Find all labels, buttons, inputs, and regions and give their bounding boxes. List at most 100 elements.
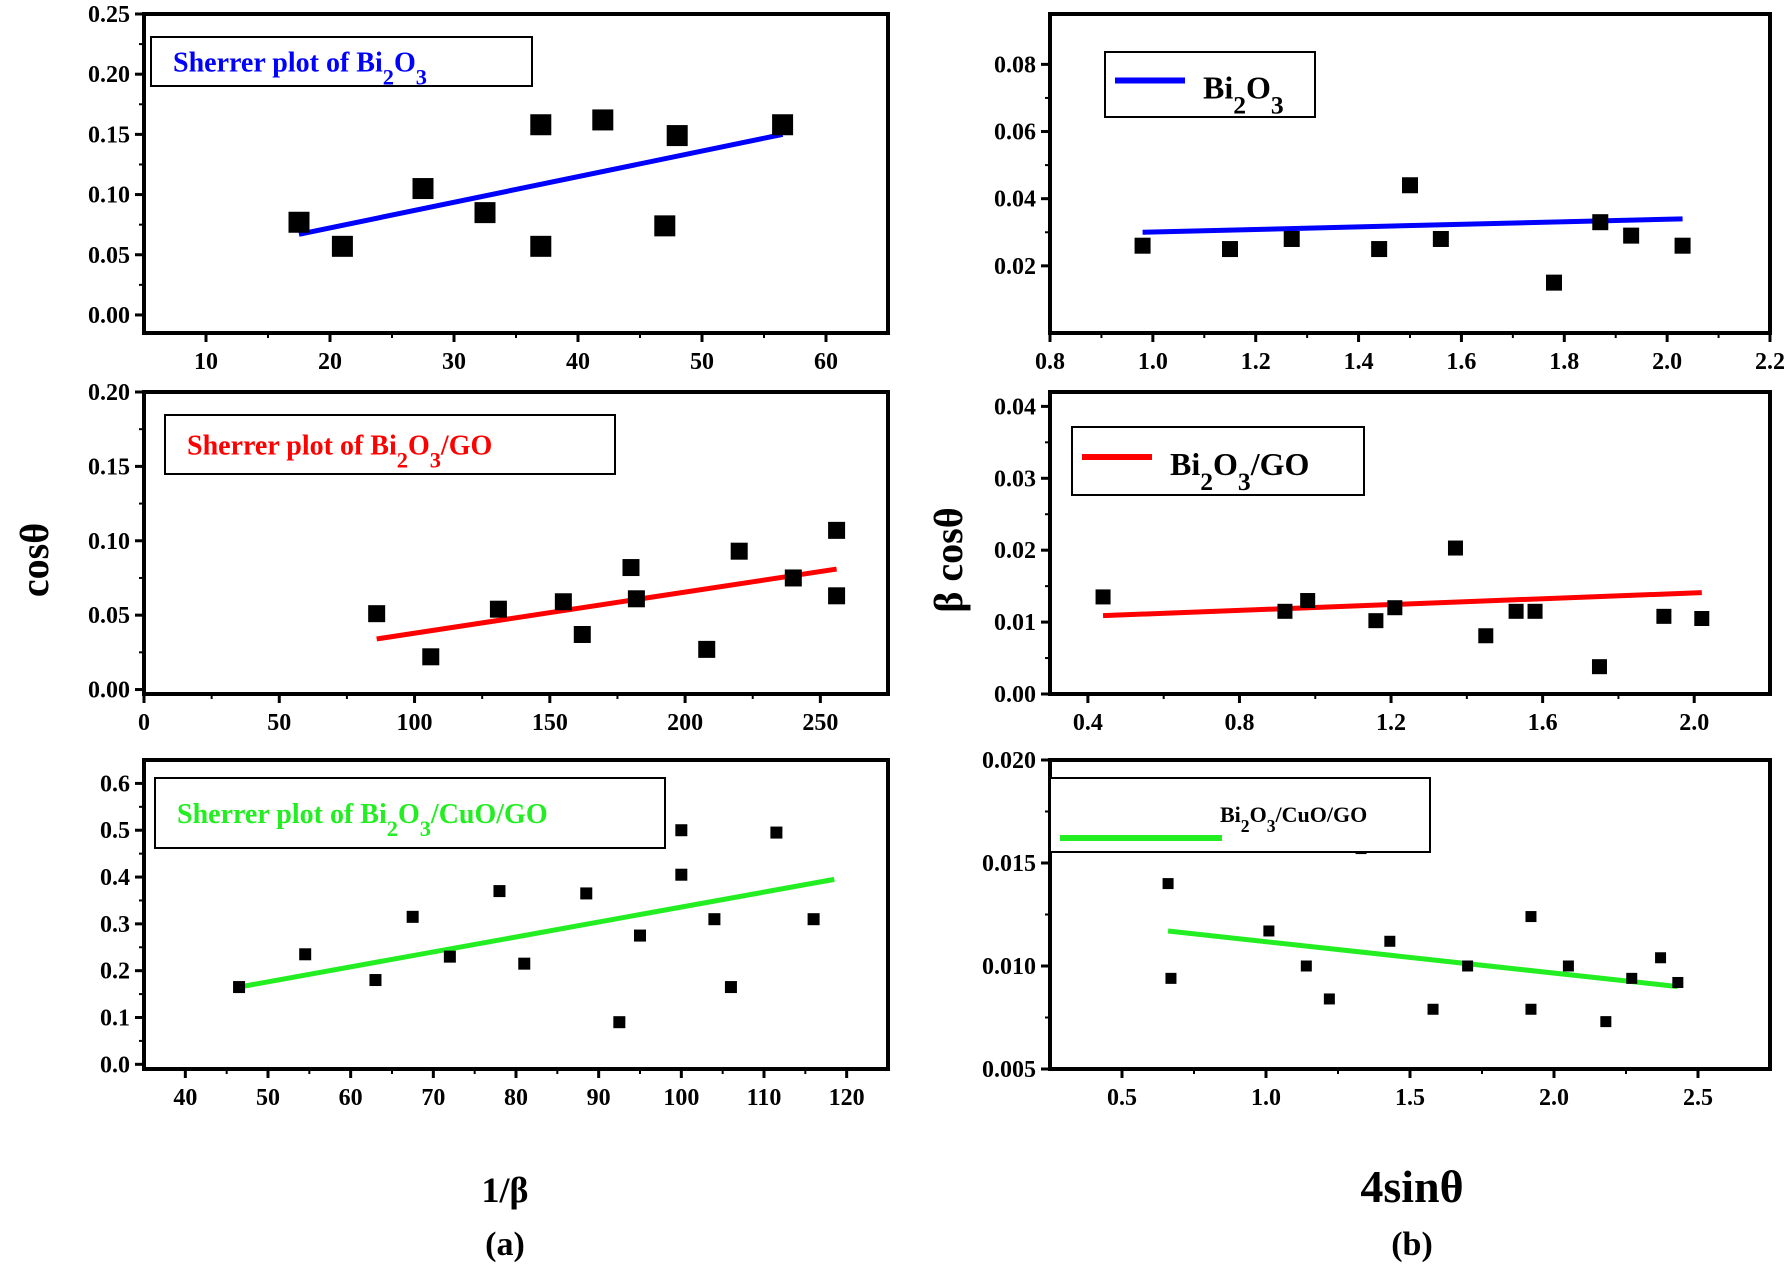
chart-a3: 0.0 0.1 0.2 0.3 0.4 0.5 0.6 40 50 60 70 80 90 100 110 1… [100, 758, 890, 1111]
x-tick-label: 120 [829, 1085, 865, 1111]
y-tick-label: 0.4 [100, 865, 130, 891]
x-tick-label: 20 [318, 349, 342, 375]
legend-box [164, 414, 616, 475]
legend-label: Bi2O3 [1203, 70, 1284, 120]
data-point [573, 625, 591, 643]
plot-frame [142, 390, 890, 696]
legend: Sherrer plot of Bi2O3 [150, 36, 533, 89]
x-tick-label: 2.5 [1683, 1085, 1713, 1111]
data-point [1371, 241, 1388, 258]
data-point [489, 600, 507, 618]
data-point [675, 824, 688, 837]
data-point [627, 590, 645, 608]
data-point [331, 235, 353, 257]
y-tick-label: 0.15 [88, 454, 130, 480]
data-point [299, 948, 312, 961]
data-point [1672, 976, 1684, 988]
data-point [1674, 237, 1691, 254]
data-point [828, 521, 846, 539]
data-point [724, 981, 737, 994]
data-point [1165, 972, 1177, 984]
x-tick-label: 1.2 [1241, 349, 1271, 375]
y-tick-label: 0.5 [100, 818, 130, 844]
panel-label-a: (a) [485, 1226, 525, 1263]
data-point [730, 542, 748, 560]
data-point [1384, 935, 1396, 947]
fit-line [1167, 928, 1679, 990]
data-point [770, 826, 783, 839]
data-point [1626, 972, 1638, 984]
data-point [784, 569, 802, 587]
x-tick-label: 50 [690, 349, 714, 375]
data-point [530, 235, 552, 257]
y-tick-label: 0.6 [100, 771, 130, 797]
y-axis-label-right: β cosθ [926, 507, 971, 612]
data-point [1525, 1003, 1537, 1015]
legend-label: Bi2O3/CuO/GO [1220, 802, 1367, 836]
x-tick-label: 110 [747, 1085, 782, 1111]
data-point [518, 957, 531, 970]
data-point [828, 587, 846, 605]
x-tick-label: 30 [442, 349, 466, 375]
x-tick-label: 1.6 [1446, 349, 1476, 375]
x-tick-label: 0 [138, 710, 150, 736]
data-point [1432, 230, 1449, 247]
y-tick-label: 0.25 [88, 2, 130, 28]
x-tick-label: 2.2 [1755, 349, 1785, 375]
x-tick-label: 200 [667, 710, 703, 736]
data-point [580, 887, 593, 900]
data-point [1402, 177, 1418, 194]
x-tick-label: 70 [421, 1085, 445, 1111]
data-point [1277, 603, 1293, 619]
legend-label: Sherrer plot of Bi2O3/CuO/GO [177, 799, 548, 841]
data-point [1323, 993, 1335, 1005]
y-tick-label: 0.3 [100, 912, 130, 938]
legend-box [1104, 51, 1316, 118]
data-point [443, 950, 456, 963]
data-point [1562, 960, 1574, 972]
x-tick-label: 2.0 [1652, 349, 1682, 375]
x-tick-label: 100 [663, 1085, 699, 1111]
legend: Sherrer plot of Bi2O3/GO [164, 414, 616, 475]
y-tick-label: 0.02 [994, 254, 1036, 280]
y-tick-label: 0.03 [994, 466, 1036, 492]
x-tick-label: 0.8 [1035, 349, 1065, 375]
y-tick-label: 0.0 [100, 1052, 130, 1078]
x-tick-label: 1.5 [1395, 1085, 1425, 1111]
data-point [1263, 925, 1275, 937]
y-tick-label: 0.05 [88, 603, 130, 629]
x-tick-label: 0.8 [1224, 710, 1254, 736]
data-point [807, 913, 820, 926]
data-point [1527, 603, 1543, 619]
data-point [1387, 600, 1403, 616]
y-tick-label: 0.20 [88, 62, 130, 88]
data-point [1591, 659, 1607, 675]
data-point [1095, 589, 1111, 605]
legend: Bi2O3/CuO/GO [1049, 777, 1431, 853]
x-tick-label: 1.2 [1376, 710, 1406, 736]
chart-a1: 0.00 0.05 0.10 0.15 0.20 0.25 10 20 30 40 50 60 Sher… [88, 2, 890, 375]
data-point [1600, 1016, 1612, 1028]
data-point [613, 1016, 626, 1029]
data-point [1368, 613, 1384, 629]
fit-line [1102, 590, 1702, 619]
data-point [412, 178, 434, 200]
x-tick-label: 90 [587, 1085, 611, 1111]
x-tick-label: 2.0 [1679, 710, 1709, 736]
x-tick-label: 50 [267, 710, 291, 736]
y-tick-label: 0.015 [982, 851, 1036, 877]
x-tick-label: 80 [504, 1085, 528, 1111]
data-point [1300, 593, 1316, 609]
x-tick-label: 150 [532, 710, 568, 736]
y-tick-label: 0.010 [982, 954, 1036, 980]
x-tick-label: 1.0 [1251, 1085, 1281, 1111]
y-tick-label: 0.02 [994, 538, 1036, 564]
fit-line [238, 876, 835, 990]
data-point [1546, 274, 1562, 291]
data-point [772, 114, 794, 136]
legend-box [154, 777, 666, 849]
y-tick-label: 0.20 [88, 380, 130, 406]
data-point [1525, 911, 1537, 923]
legend-box [1071, 426, 1365, 496]
